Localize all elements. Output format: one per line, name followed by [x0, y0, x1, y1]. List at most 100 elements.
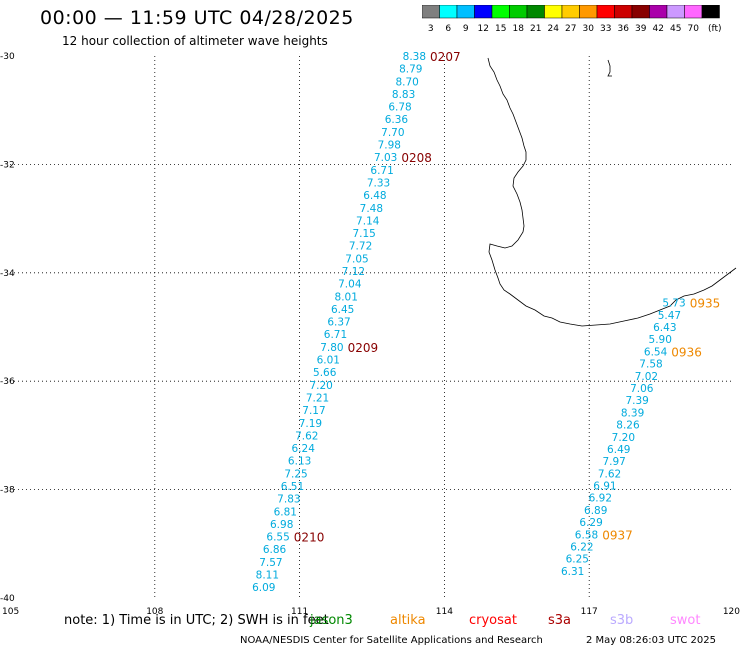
scale-label: 33: [600, 24, 611, 34]
time-label: 0207: [430, 50, 461, 64]
scale-label: 70: [688, 24, 700, 34]
wave-height-label: 7.20: [309, 380, 332, 392]
lon-tick-label: 114: [436, 607, 453, 617]
wave-height-label: 7.19: [299, 418, 322, 430]
wave-height-label: 6.89: [584, 505, 607, 517]
lat-tick-label: -34: [0, 269, 15, 279]
scale-swatch: [649, 5, 668, 19]
time-label: 0937: [602, 528, 633, 542]
color-scale-legend: 3 6 9 12 15 18 21 24 27 30 33 36 39 42 45 70 (ft): [422, 5, 722, 34]
wave-height-label: 6.45: [331, 304, 354, 316]
scale-label: 45: [670, 24, 681, 34]
time-label: 0935: [690, 297, 721, 311]
wave-height-label: 5.73: [662, 298, 685, 310]
wave-height-label: 6.09: [252, 582, 275, 594]
lat-tick-label: -40: [0, 594, 15, 604]
wave-height-label: 6.92: [589, 493, 612, 505]
scale-label: 6: [445, 24, 451, 34]
wave-height-label: 7.04: [338, 279, 362, 291]
wave-height-label: 7.05: [345, 253, 368, 265]
time-label: 0210: [294, 531, 325, 545]
wave-height-label: 6.25: [566, 554, 589, 566]
wave-height-label: 7.33: [367, 177, 390, 189]
wave-height-label: 7.72: [349, 241, 372, 253]
wave-height-label: 8.83: [392, 89, 415, 101]
wave-height-label: 7.17: [302, 405, 325, 417]
wave-height-label: 7.57: [259, 557, 282, 569]
page-title: 00:00 — 11:59 UTC 04/28/2025: [40, 7, 354, 29]
wave-height-label: 7.48: [360, 203, 383, 215]
scale-label: 24: [548, 24, 560, 34]
scale-swatch: [631, 5, 650, 19]
wave-height-label: 7.39: [625, 395, 648, 407]
scale-swatch: [544, 5, 563, 19]
wave-height-label: 7.58: [639, 359, 662, 371]
scale-swatch: [614, 5, 633, 19]
wave-height-label: 7.62: [295, 430, 318, 442]
lon-tick-label: 105: [2, 607, 19, 617]
scale-swatch: [579, 5, 598, 19]
wave-height-label: 6.48: [363, 190, 386, 202]
wave-height-label: 8.79: [399, 64, 422, 76]
wave-height-label: 6.51: [281, 481, 304, 493]
time-label: 0936: [671, 345, 702, 359]
page-subtitle: 12 hour collection of altimeter wave hei…: [62, 34, 328, 48]
wave-height-label: 6.31: [561, 566, 584, 578]
wave-height-label: 6.43: [653, 322, 676, 334]
wave-height-label: 8.70: [395, 76, 418, 88]
wave-height-label: 6.78: [388, 102, 411, 114]
wave-height-label: 6.54: [644, 346, 668, 358]
coastline-west-australia: [487, 57, 737, 327]
wave-height-label: 6.01: [317, 355, 340, 367]
lat-tick-label: -30: [0, 52, 15, 62]
scale-label: 30: [583, 24, 595, 34]
wave-height-label: 8.38: [403, 51, 426, 63]
wave-height-label: 5.66: [313, 367, 337, 379]
wave-height-label: 7.80: [320, 342, 343, 354]
scale-swatch: [684, 5, 703, 19]
axis-tick-labels: 105 108 111 114 117 120 -30 -32 -34 -36 -38 -40: [0, 52, 740, 617]
wave-height-label: 6.86: [263, 544, 287, 556]
wave-height-label: 8.11: [256, 570, 279, 582]
wave-height-label: 6.81: [274, 506, 297, 518]
lat-tick-label: -36: [0, 377, 15, 387]
scale-unit: (ft): [708, 24, 722, 34]
scale-swatch: [509, 5, 528, 19]
wave-height-label: 6.13: [288, 456, 311, 468]
wave-height-label: 7.12: [342, 266, 365, 278]
wave-height-label: 6.71: [324, 329, 347, 341]
wave-height-label: 8.26: [616, 420, 640, 432]
scale-swatch: [561, 5, 580, 19]
wave-height-label: 6.29: [579, 517, 602, 529]
satellite-tracks: 8.388.798.708.836.786.367.707.987.036.71…: [252, 50, 720, 594]
scale-swatch: [596, 5, 615, 19]
scale-swatch: [474, 5, 493, 19]
time-label: 0209: [348, 341, 379, 355]
lon-tick-label: 120: [723, 607, 740, 617]
scale-swatch: [526, 5, 545, 19]
wave-height-label: 5.47: [658, 310, 681, 322]
wave-height-label: 7.25: [284, 468, 307, 480]
scale-swatch: [439, 5, 458, 19]
wave-height-label: 7.83: [277, 494, 300, 506]
scale-label: 42: [653, 24, 664, 34]
wave-height-label: 7.98: [378, 140, 401, 152]
scale-label: 18: [513, 24, 525, 34]
wave-height-label: 6.71: [370, 165, 393, 177]
wave-height-label: 6.37: [327, 317, 350, 329]
wave-height-label: 6.98: [270, 519, 293, 531]
time-label: 0208: [401, 151, 432, 165]
track-altika: 5.735.476.435.906.547.587.027.067.398.39…: [561, 297, 720, 578]
wave-height-label: 7.15: [352, 228, 375, 240]
wave-height-label: 7.14: [356, 215, 380, 227]
wave-height-label: 6.58: [575, 529, 598, 541]
scale-swatch: [701, 5, 720, 19]
wave-height-label: 6.91: [593, 481, 616, 493]
scale-label: 39: [635, 24, 647, 34]
wave-height-label: 6.22: [570, 542, 593, 554]
track-jason3: 8.388.798.708.836.786.367.707.987.036.71…: [252, 50, 461, 594]
wave-height-label: 7.70: [381, 127, 404, 139]
map-grid: [10, 56, 734, 598]
coastline: [487, 57, 737, 327]
